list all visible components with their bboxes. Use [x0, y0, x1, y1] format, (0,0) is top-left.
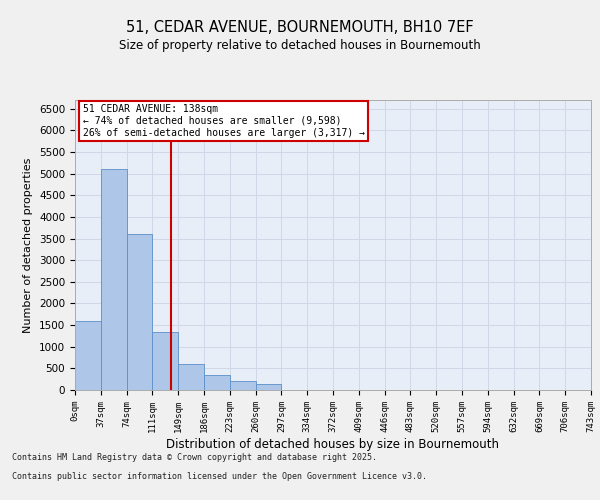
Bar	[204, 375, 230, 390]
Text: 51, CEDAR AVENUE, BOURNEMOUTH, BH10 7EF: 51, CEDAR AVENUE, BOURNEMOUTH, BH10 7EF	[126, 20, 474, 35]
Bar	[127, 234, 152, 390]
X-axis label: Distribution of detached houses by size in Bournemouth: Distribution of detached houses by size …	[167, 438, 499, 450]
Text: Contains HM Land Registry data © Crown copyright and database right 2025.: Contains HM Land Registry data © Crown c…	[12, 454, 377, 462]
Text: 51 CEDAR AVENUE: 138sqm
← 74% of detached houses are smaller (9,598)
26% of semi: 51 CEDAR AVENUE: 138sqm ← 74% of detache…	[83, 104, 365, 138]
Bar	[230, 381, 256, 390]
Bar	[75, 320, 101, 390]
Text: Size of property relative to detached houses in Bournemouth: Size of property relative to detached ho…	[119, 38, 481, 52]
Text: Contains public sector information licensed under the Open Government Licence v3: Contains public sector information licen…	[12, 472, 427, 481]
Bar	[101, 170, 127, 390]
Bar	[178, 364, 204, 390]
Bar	[256, 384, 281, 390]
Y-axis label: Number of detached properties: Number of detached properties	[23, 158, 34, 332]
Bar	[152, 332, 178, 390]
